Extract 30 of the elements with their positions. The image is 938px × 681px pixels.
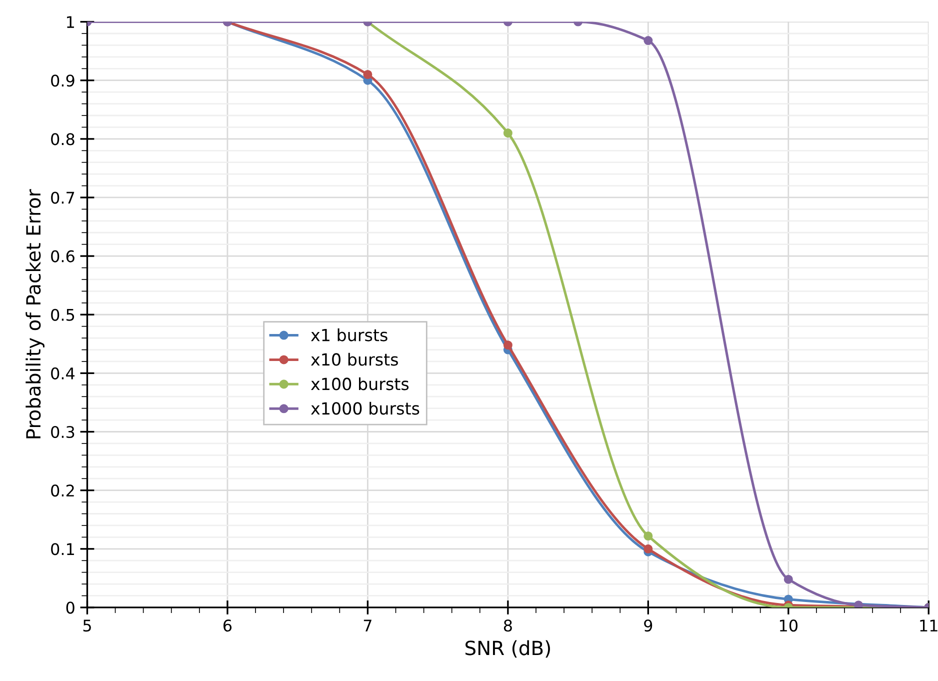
y-tick-label: 1 xyxy=(67,16,74,28)
legend-label: x100 bursts xyxy=(310,377,409,390)
legend-label: x1 bursts xyxy=(310,328,388,342)
point xyxy=(503,128,512,138)
legend-label: x1000 bursts xyxy=(310,402,420,415)
point xyxy=(503,340,512,350)
y-tick-label: 0.9 xyxy=(51,74,74,87)
point xyxy=(854,600,864,608)
x-axis-title: SNR (dB) xyxy=(465,640,550,658)
x-tick-label: 5 xyxy=(83,620,91,632)
y-tick-label: 0.4 xyxy=(51,367,75,380)
y-tick-label: 0.8 xyxy=(51,133,74,146)
y-tick-label: 0.2 xyxy=(51,484,74,497)
point xyxy=(644,531,653,541)
x-tick-label: 10 xyxy=(780,620,798,632)
y-tick-label: 0.1 xyxy=(51,543,74,556)
y-tick-label: 0.5 xyxy=(51,308,74,321)
legend-label: x10 bursts xyxy=(310,352,398,366)
y-tick-label: 0.3 xyxy=(51,426,74,438)
x-tick-label: 8 xyxy=(504,620,512,632)
point xyxy=(784,574,793,584)
x-tick-label: 9 xyxy=(644,620,652,632)
y-tick-label: 0.6 xyxy=(51,250,74,262)
y-tick-label: 0.7 xyxy=(51,192,74,204)
x-tick-label: 6 xyxy=(224,620,232,632)
x-tick-label: 7 xyxy=(364,620,372,632)
x-tick-label: 11 xyxy=(920,620,938,632)
point xyxy=(644,544,653,554)
y-tick-label: 0 xyxy=(66,602,74,614)
y-axis-title: Probability of Packet Error xyxy=(26,189,44,438)
